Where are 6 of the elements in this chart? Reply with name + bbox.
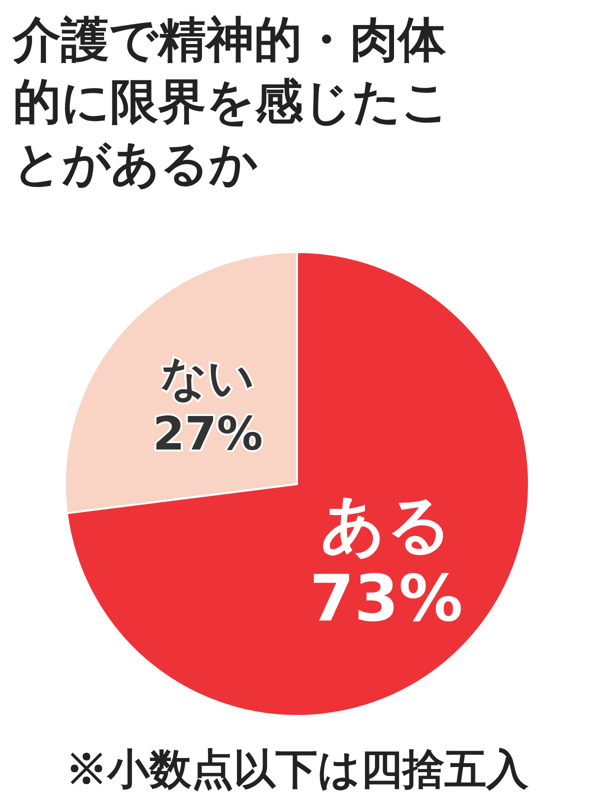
data-label: 27%	[152, 406, 263, 460]
slice-label: ない	[160, 350, 255, 404]
slice-label: ある	[320, 488, 452, 563]
chart-title: 介護で精神的・肉体的に限界を感じたことがあるか	[12, 12, 450, 192]
text: ※小数点以下は四捨五入	[66, 744, 530, 794]
data-label: 73%	[310, 562, 463, 637]
